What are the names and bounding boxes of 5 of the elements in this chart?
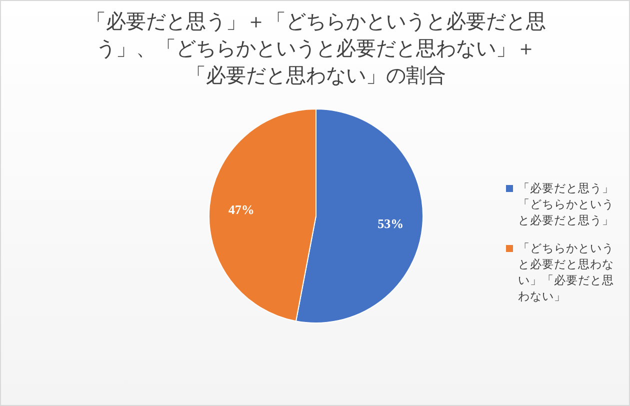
chart-title: 「必要だと思う」＋「どちらかというと必要だと思う」、「どちらかというと必要だと思わない」＋「必要だと思わない」の割合 (86, 10, 546, 89)
data-label: 47% (228, 202, 254, 217)
legend-label: 「必要だと思う」「どちらかというと必要だと思う」 (518, 183, 614, 227)
data-label: 53% (378, 216, 404, 232)
legend-label: 「どちらかというと必要だと思わない」「必要だと思わない」 (518, 243, 614, 303)
